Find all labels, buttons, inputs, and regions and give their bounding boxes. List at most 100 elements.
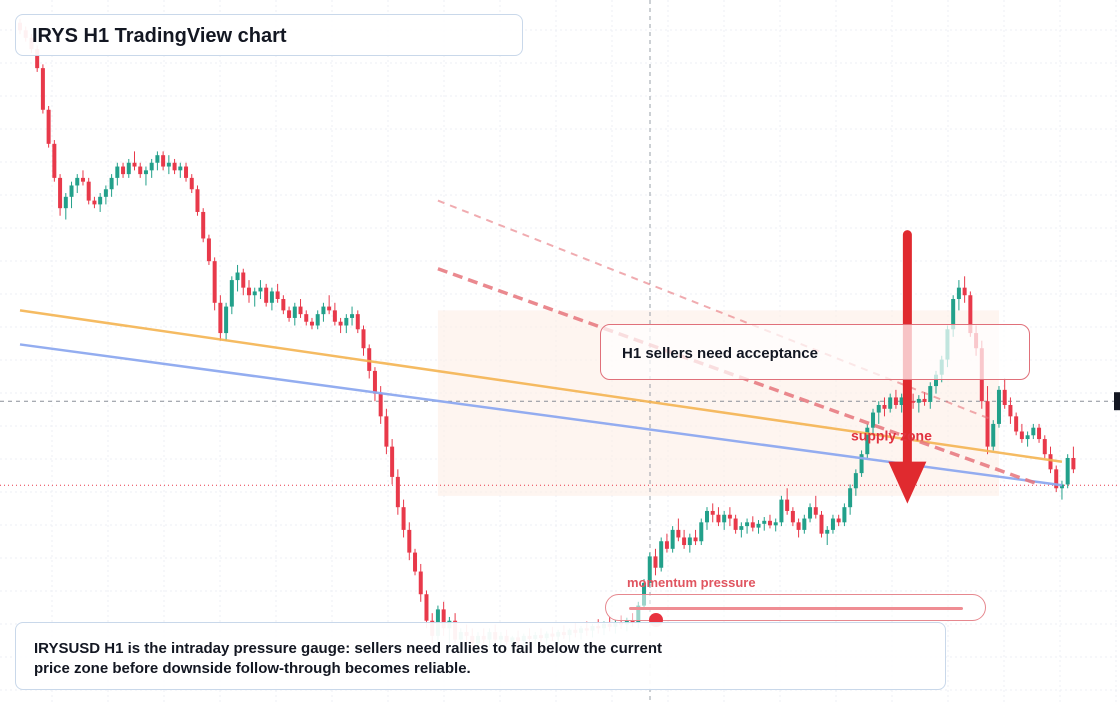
candle-up bbox=[155, 155, 160, 163]
candle-down bbox=[716, 514, 721, 523]
candle-down bbox=[80, 177, 85, 182]
candle-down bbox=[184, 166, 189, 178]
candle-down bbox=[35, 49, 40, 69]
candle-up bbox=[659, 541, 664, 568]
candle-down bbox=[332, 310, 337, 322]
candle-down bbox=[367, 348, 372, 371]
candle-down bbox=[40, 68, 45, 110]
candle-down bbox=[206, 238, 211, 262]
candle-up bbox=[956, 287, 961, 300]
candle-down bbox=[693, 537, 698, 542]
candle-down bbox=[676, 529, 681, 538]
candle-up bbox=[934, 374, 938, 387]
candle-down bbox=[727, 514, 732, 519]
candle-up bbox=[252, 291, 257, 296]
candle-down bbox=[1048, 454, 1053, 470]
candle-down bbox=[264, 287, 269, 303]
candle-down bbox=[962, 287, 967, 296]
candle-down bbox=[361, 329, 366, 349]
candle-down bbox=[424, 594, 429, 621]
candle-down bbox=[893, 397, 898, 405]
candle-up bbox=[865, 427, 870, 455]
candle-up bbox=[848, 488, 853, 508]
supply-zone-label: supply zone bbox=[851, 427, 932, 443]
gauge-track bbox=[629, 607, 963, 627]
candle-down bbox=[401, 507, 406, 530]
orange-trendline bbox=[19, 309, 1063, 464]
candle-down bbox=[1042, 439, 1047, 455]
candle-up bbox=[1059, 484, 1064, 489]
candle-up bbox=[802, 518, 807, 530]
candle-down bbox=[212, 261, 217, 303]
candle-down bbox=[218, 302, 223, 334]
candle-down bbox=[390, 446, 395, 477]
candle-up bbox=[762, 520, 767, 524]
candle-down bbox=[247, 287, 251, 296]
gauge-label: momentum pressure bbox=[627, 575, 756, 590]
candle-up bbox=[149, 162, 154, 171]
candle-up bbox=[178, 166, 183, 171]
candle-down bbox=[52, 143, 57, 178]
candle-up bbox=[269, 291, 274, 303]
candle-down bbox=[372, 370, 377, 394]
candle-up bbox=[75, 177, 80, 186]
candle-down bbox=[710, 510, 715, 515]
candle-up bbox=[745, 522, 750, 527]
candle-down bbox=[819, 514, 824, 534]
candle-down bbox=[1037, 427, 1042, 440]
candle-down bbox=[968, 295, 973, 334]
candle-down bbox=[138, 166, 143, 175]
candle-down bbox=[309, 321, 314, 326]
candle-up bbox=[899, 397, 904, 405]
candle-down bbox=[58, 177, 63, 209]
candle-up bbox=[687, 537, 692, 546]
candle-up bbox=[808, 507, 813, 519]
candle-down bbox=[395, 476, 400, 508]
candle-up bbox=[98, 196, 103, 205]
candle-up bbox=[825, 529, 830, 534]
candle-up bbox=[166, 162, 171, 167]
candle-up bbox=[830, 518, 835, 530]
candle-down bbox=[911, 401, 916, 403]
title-panel: IRYS H1 TradingView chart bbox=[15, 14, 523, 56]
summary-panel: IRYSUSD H1 is the intraday pressure gaug… bbox=[15, 622, 946, 690]
candle-up bbox=[1031, 427, 1036, 436]
candle-down bbox=[355, 314, 360, 330]
down-arrow-head bbox=[888, 461, 927, 504]
candle-down bbox=[813, 507, 818, 515]
candle-up bbox=[756, 523, 761, 528]
candle-up bbox=[916, 398, 921, 403]
candle-up bbox=[722, 514, 727, 523]
summary-text: IRYSUSD H1 is the intraday pressure gaug… bbox=[34, 640, 662, 677]
candle-down bbox=[733, 518, 738, 530]
candle-down bbox=[882, 404, 887, 409]
candle-down bbox=[767, 520, 772, 526]
candle-down bbox=[630, 619, 635, 623]
candle-up bbox=[996, 389, 1001, 424]
candle-down bbox=[796, 522, 801, 530]
candle-up bbox=[670, 529, 675, 549]
candle-down bbox=[46, 109, 51, 144]
blue-trendline bbox=[19, 343, 1063, 487]
candle-down bbox=[287, 310, 292, 318]
candle-up bbox=[115, 166, 120, 178]
candle-down bbox=[86, 181, 91, 201]
candle-up bbox=[224, 306, 229, 334]
candle-up bbox=[842, 507, 847, 523]
candle-up bbox=[876, 404, 881, 413]
candle-down bbox=[1002, 389, 1007, 405]
candle-down bbox=[750, 522, 755, 528]
candle-down bbox=[298, 306, 303, 315]
candle-down bbox=[985, 401, 990, 447]
candle-down bbox=[836, 518, 841, 523]
candle-up bbox=[928, 386, 933, 402]
candle-up bbox=[126, 162, 131, 175]
candle-up bbox=[292, 306, 297, 318]
candle-up bbox=[888, 397, 893, 409]
red-dashed-lower-line bbox=[437, 267, 1040, 487]
candle-down bbox=[338, 321, 343, 326]
candle-up bbox=[739, 526, 744, 530]
candle-down bbox=[1008, 404, 1013, 417]
candle-down bbox=[785, 499, 790, 511]
